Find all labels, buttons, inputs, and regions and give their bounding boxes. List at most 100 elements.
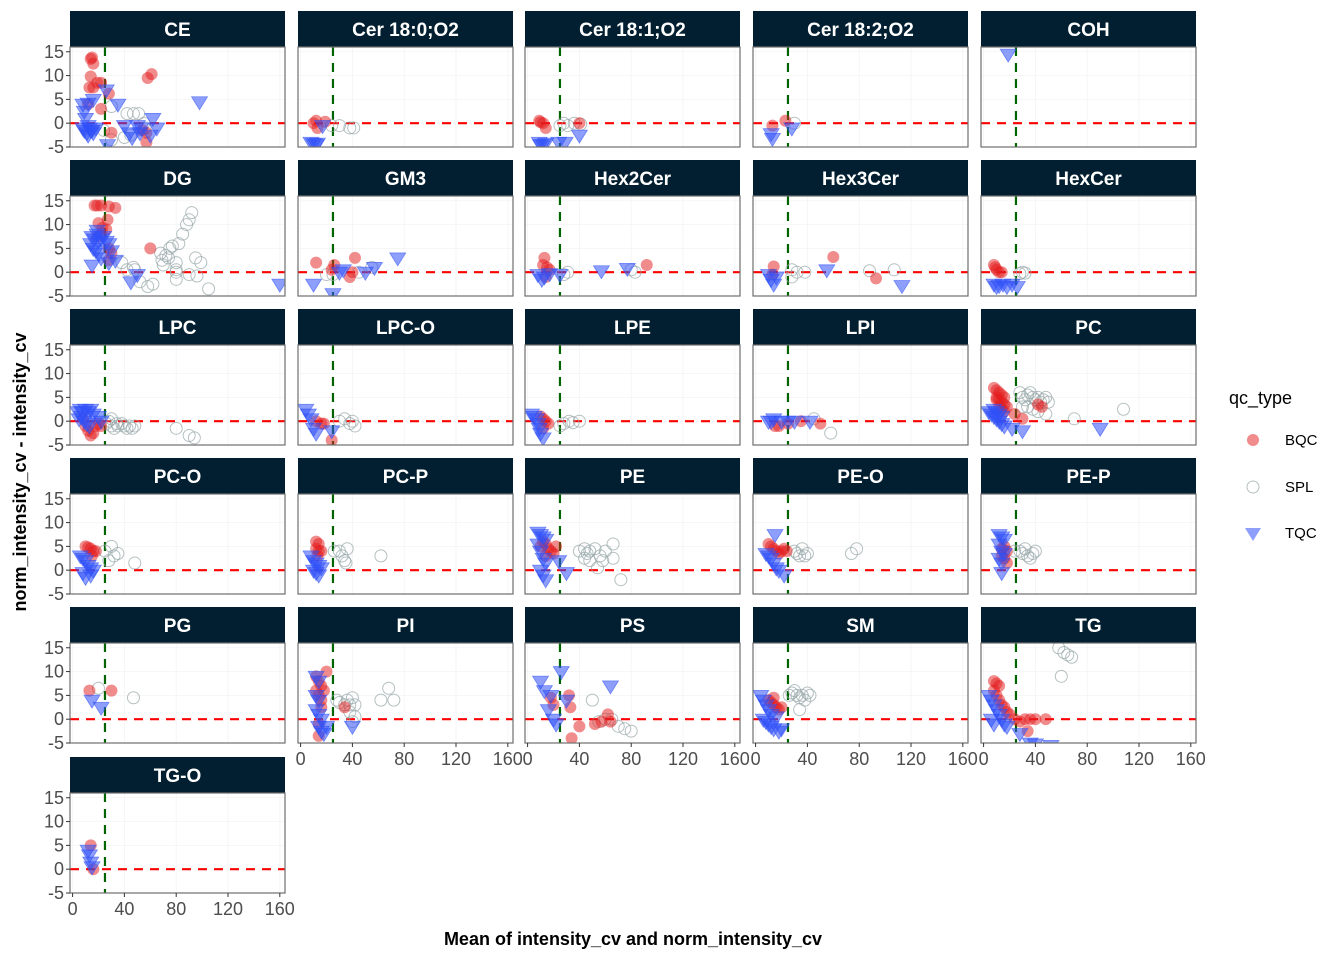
point-spl: [863, 264, 877, 278]
point-tqc: [529, 538, 547, 553]
point-tqc: [98, 139, 117, 147]
legend-title: qc_type: [1229, 388, 1292, 409]
y-tick-label: 10: [44, 513, 64, 533]
point-tqc: [141, 129, 160, 144]
y-tick-label: 0: [54, 262, 64, 282]
panel-border: [752, 344, 969, 446]
point-tqc: [100, 257, 118, 272]
facet-strip: [298, 309, 513, 345]
point-spl: [330, 693, 344, 707]
facet-strip: [70, 11, 285, 47]
point-spl: [107, 549, 121, 563]
panel-pe-p: PE-P: [980, 458, 1197, 595]
point-tqc: [144, 113, 162, 128]
panel-border: [752, 195, 969, 297]
x-tick-label: 160: [493, 749, 523, 769]
legend-key-bqc: [1247, 434, 1259, 446]
point-spl: [182, 213, 196, 227]
facet-strip: [298, 160, 513, 196]
facet-strip-label: Hex3Cer: [822, 169, 900, 190]
legend: qc_type BQC SPL TQC: [1229, 388, 1318, 542]
point-spl: [618, 722, 632, 736]
y-tick-label: -5: [48, 286, 64, 306]
panel-pc: PC: [980, 309, 1197, 446]
panel-border: [69, 642, 286, 744]
y-tick-label: 5: [54, 387, 64, 407]
point-bqc: [998, 391, 1011, 404]
facet-strip: [981, 458, 1196, 494]
point-bqc: [310, 256, 323, 269]
point-tqc: [115, 120, 134, 135]
point-tqc: [324, 288, 342, 296]
point-tqc: [304, 278, 323, 293]
panel-border: [297, 493, 514, 595]
point-spl: [343, 121, 357, 135]
point-spl: [1067, 412, 1081, 426]
point-spl: [583, 554, 597, 568]
facet-strip: [70, 309, 285, 345]
point-tqc: [772, 723, 791, 738]
point-spl: [187, 431, 201, 445]
point-spl: [1018, 266, 1032, 280]
point-tqc: [75, 105, 93, 121]
panel-pc-o: PC-O -5 0 5 10 15: [44, 458, 286, 604]
point-spl: [553, 119, 567, 133]
point-spl: [844, 547, 858, 561]
x-tick-label: 120: [896, 749, 926, 769]
point-bqc: [346, 266, 359, 279]
panel-border: [980, 195, 1197, 297]
point-spl: [338, 412, 352, 426]
facet-strip-label: CE: [164, 20, 190, 41]
point-tqc: [601, 680, 620, 695]
point-tqc: [785, 415, 804, 430]
point-tqc: [556, 136, 574, 147]
x-tick-label: 0: [523, 749, 533, 769]
point-spl: [614, 573, 628, 587]
point-spl: [327, 544, 341, 558]
facet-strip: [70, 458, 285, 494]
x-tick-label: 80: [849, 749, 869, 769]
point-tqc: [310, 694, 328, 709]
point-spl: [189, 251, 203, 265]
y-tick-label: 0: [54, 709, 64, 729]
panel-border: [297, 195, 514, 297]
point-bqc: [83, 684, 96, 697]
point-spl: [111, 547, 125, 561]
panel-hexcer: HexCer: [980, 160, 1197, 297]
point-bqc: [640, 259, 653, 272]
panel-pi: PI 0 40 80 120 160: [296, 607, 523, 769]
point-tqc: [993, 557, 1011, 572]
point-tqc: [557, 694, 576, 709]
point-tqc: [356, 266, 375, 281]
panel-gm3: GM3: [297, 160, 514, 297]
point-tqc: [1008, 281, 1026, 296]
point-tqc: [1026, 738, 1045, 743]
legend-item-tqc: TQC: [1245, 525, 1317, 542]
panel-border: [980, 493, 1197, 595]
panel-border: [980, 642, 1197, 744]
point-bqc: [144, 242, 157, 255]
point-spl: [585, 693, 599, 707]
point-tqc: [313, 120, 332, 135]
panel-border: [524, 642, 741, 744]
point-spl: [347, 121, 361, 135]
facet-strip-label: Hex2Cer: [594, 169, 672, 190]
point-bqc: [109, 201, 122, 214]
panel-lpi: LPI: [752, 309, 969, 446]
point-spl: [185, 206, 199, 220]
point-tqc: [767, 711, 786, 726]
panel-tg: TG 0 40 80 120 160: [979, 607, 1206, 769]
panel-border: [752, 46, 969, 148]
point-tqc: [92, 701, 110, 717]
y-tick-label: -5: [48, 435, 64, 455]
facet-strip-label: DG: [163, 169, 192, 190]
point-spl: [1061, 648, 1075, 662]
point-bqc: [338, 701, 351, 714]
panel-border: [980, 46, 1197, 148]
point-spl: [790, 265, 804, 279]
point-spl: [800, 547, 814, 561]
point-spl: [1057, 646, 1071, 660]
facet-strip-label: PC: [1075, 318, 1102, 339]
facet-strip-label: COH: [1067, 20, 1109, 41]
facet-strip-label: GM3: [385, 169, 426, 190]
